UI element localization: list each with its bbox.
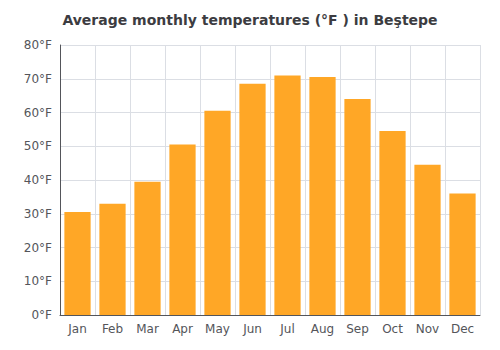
svg-text:10°F: 10°F: [24, 274, 52, 288]
svg-text:Average monthly temperatures (: Average monthly temperatures (°F ) in Be…: [62, 12, 437, 28]
svg-text:50°F: 50°F: [24, 139, 52, 153]
svg-text:Apr: Apr: [172, 322, 193, 336]
svg-text:70°F: 70°F: [24, 72, 52, 86]
svg-text:Jun: Jun: [242, 322, 262, 336]
svg-text:Oct: Oct: [382, 322, 403, 336]
svg-text:60°F: 60°F: [24, 106, 52, 120]
svg-text:Sep: Sep: [346, 322, 369, 336]
svg-text:Dec: Dec: [451, 322, 474, 336]
svg-text:Jan: Jan: [67, 322, 87, 336]
svg-text:20°F: 20°F: [24, 241, 52, 255]
svg-text:0°F: 0°F: [31, 308, 52, 322]
svg-text:40°F: 40°F: [24, 173, 52, 187]
svg-text:Jul: Jul: [279, 322, 294, 336]
svg-text:May: May: [205, 322, 230, 336]
svg-text:30°F: 30°F: [24, 207, 52, 221]
svg-text:Mar: Mar: [136, 322, 159, 336]
svg-text:Feb: Feb: [102, 322, 123, 336]
svg-text:Nov: Nov: [416, 322, 439, 336]
svg-text:Aug: Aug: [311, 322, 334, 336]
svg-text:80°F: 80°F: [24, 38, 52, 52]
